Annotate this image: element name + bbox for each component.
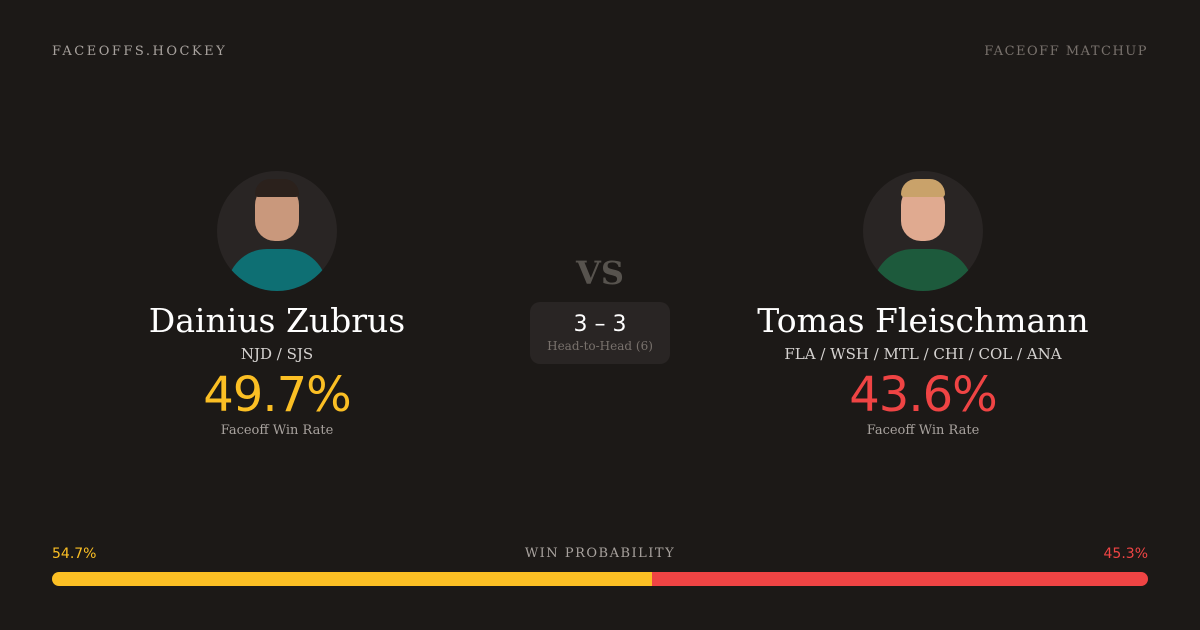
player-2-teams: FLA / WSH / MTL / CHI / COL / ANA: [784, 345, 1062, 363]
player-1-win-rate-label: Faceoff Win Rate: [220, 423, 334, 438]
player-2-win-rate: 43.6%: [849, 367, 997, 423]
win-probability-bar: [52, 572, 1148, 586]
win-probability-title: WIN PROBABILITY: [524, 546, 676, 561]
win-probability-bar-player-1: [52, 572, 652, 586]
head-to-head-box: 3 – 3 Head-to-Head (6): [530, 302, 670, 364]
player-2-win-rate-label: Faceoff Win Rate: [866, 423, 980, 438]
player-1-win-rate: 49.7%: [203, 367, 351, 423]
page-tag: FACEOFF MATCHUP: [984, 44, 1148, 59]
head-to-head-score: 3 – 3: [573, 312, 627, 337]
player-1-avatar: [217, 171, 337, 291]
win-probability-left: 54.7%: [52, 546, 97, 562]
win-probability-bar-player-2: [651, 572, 1148, 586]
player-card-2: Tomas Fleischmann FLA / WSH / MTL / CHI …: [723, 171, 1123, 438]
player-1-name: Dainius Zubrus: [148, 301, 406, 340]
vs-label: VS: [576, 254, 624, 292]
brand-logo-text: FACEOFFS.HOCKEY: [52, 44, 228, 59]
player-2-name: Tomas Fleischmann: [757, 301, 1089, 340]
player-1-teams: NJD / SJS: [240, 345, 314, 363]
player-card-1: Dainius Zubrus NJD / SJS 49.7% Faceoff W…: [77, 171, 477, 438]
player-2-avatar: [863, 171, 983, 291]
head-to-head-label: Head-to-Head (6): [547, 339, 653, 353]
win-probability-right: 45.3%: [1103, 546, 1148, 562]
